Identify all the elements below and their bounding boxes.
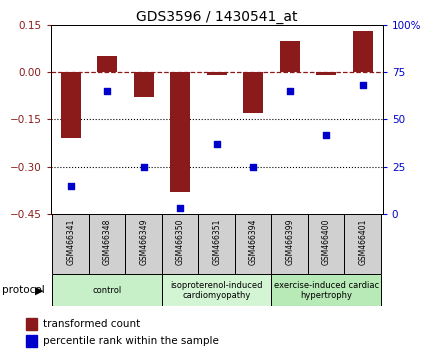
Text: GSM466341: GSM466341 [66, 219, 75, 266]
FancyBboxPatch shape [271, 274, 381, 306]
Bar [170, 72, 190, 192]
Title: GDS3596 / 1430541_at: GDS3596 / 1430541_at [136, 10, 297, 24]
FancyBboxPatch shape [89, 214, 125, 274]
FancyBboxPatch shape [52, 214, 89, 274]
Text: GSM466394: GSM466394 [249, 219, 258, 266]
Text: control: control [92, 286, 122, 295]
Text: GSM466349: GSM466349 [139, 219, 148, 266]
FancyBboxPatch shape [162, 274, 271, 306]
Bar [134, 72, 154, 97]
Bar [243, 72, 263, 113]
Text: GSM466401: GSM466401 [358, 219, 367, 266]
Text: GSM466350: GSM466350 [176, 219, 185, 266]
Point [286, 88, 293, 94]
Bar [61, 72, 81, 138]
FancyBboxPatch shape [308, 214, 345, 274]
FancyBboxPatch shape [271, 214, 308, 274]
FancyBboxPatch shape [235, 214, 271, 274]
Bar [26, 335, 37, 347]
Text: exercise-induced cardiac
hypertrophy: exercise-induced cardiac hypertrophy [274, 281, 379, 300]
FancyBboxPatch shape [162, 214, 198, 274]
Bar [316, 72, 336, 75]
Text: GSM466348: GSM466348 [103, 219, 112, 266]
Text: isoproterenol-induced
cardiomyopathy: isoproterenol-induced cardiomyopathy [170, 281, 263, 300]
Point [140, 164, 147, 170]
Bar [280, 41, 300, 72]
Point [249, 164, 257, 170]
Point [104, 88, 111, 94]
Bar [26, 318, 37, 330]
Point [323, 132, 330, 137]
Text: protocol: protocol [2, 285, 45, 295]
FancyBboxPatch shape [198, 214, 235, 274]
FancyBboxPatch shape [345, 214, 381, 274]
Text: transformed count: transformed count [43, 319, 140, 329]
Bar [207, 72, 227, 75]
Point [359, 82, 366, 88]
FancyBboxPatch shape [52, 274, 162, 306]
Point [213, 141, 220, 147]
Text: ▶: ▶ [35, 285, 44, 295]
Bar [353, 31, 373, 72]
Bar [97, 56, 117, 72]
Text: GSM466399: GSM466399 [285, 219, 294, 266]
Text: percentile rank within the sample: percentile rank within the sample [43, 336, 219, 346]
Point [177, 206, 184, 211]
Text: GSM466351: GSM466351 [212, 219, 221, 266]
Text: GSM466400: GSM466400 [322, 219, 331, 266]
Point [67, 183, 74, 189]
FancyBboxPatch shape [125, 214, 162, 274]
